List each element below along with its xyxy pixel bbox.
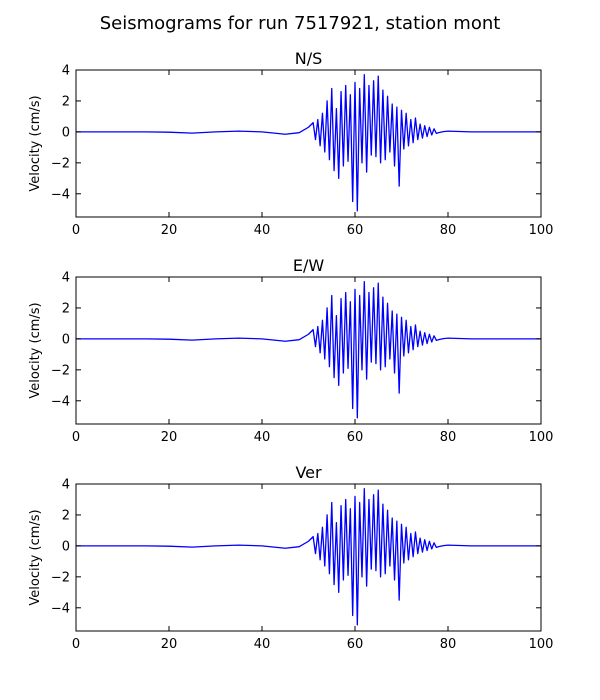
y-axis-label: Velocity (cm/s) (28, 302, 43, 398)
y-tick-label: 4 (62, 271, 70, 286)
x-tick-label: 60 (347, 430, 364, 445)
y-tick-label: 4 (62, 64, 70, 79)
series-line (76, 73, 541, 212)
x-tick-label: 40 (254, 637, 271, 652)
y-tick-label: 4 (62, 478, 70, 493)
y-tick-label: −4 (51, 187, 70, 202)
axes-frame (75, 69, 542, 218)
x-tick-label: 100 (529, 430, 554, 445)
y-tick-label: 0 (62, 539, 70, 554)
y-tick-label: 2 (62, 301, 70, 316)
y-tick-label: −4 (51, 394, 70, 409)
y-tick-label: 0 (62, 125, 70, 140)
series-line (76, 487, 541, 626)
x-tick-label: 20 (161, 430, 178, 445)
y-tick-label: −4 (51, 601, 70, 616)
panel-2: E/W Velocity (cm/s) 0 20 40 60 80 100 −4 −2 0 2 4 (28, 256, 553, 445)
y-tick-label: −2 (51, 156, 70, 171)
figure-suptitle: Seismograms for run 7517921, station mon… (100, 13, 501, 34)
panel-title: Ver (295, 463, 322, 482)
x-tick-label: 0 (72, 430, 80, 445)
panel-3: Ver Velocity (cm/s) 0 20 40 60 80 100 −4 −2 0 2 4 (28, 463, 553, 652)
y-tick-label: 0 (62, 332, 70, 347)
y-axis-label: Velocity (cm/s) (28, 95, 43, 191)
x-tick-label: 20 (161, 637, 178, 652)
axes-frame (75, 483, 542, 632)
x-tick-label: 80 (440, 430, 457, 445)
x-tick-label: 0 (72, 637, 80, 652)
y-tick-label: −2 (51, 570, 70, 585)
panel-title: E/W (293, 256, 325, 275)
x-tick-label: 80 (440, 223, 457, 238)
x-tick-label: 100 (529, 637, 554, 652)
x-tick-label: 40 (254, 223, 271, 238)
y-tick-label: 2 (62, 94, 70, 109)
x-tick-label: 100 (529, 223, 554, 238)
x-tick-label: 60 (347, 637, 364, 652)
series-line (76, 280, 541, 419)
x-tick-label: 40 (254, 430, 271, 445)
y-axis-label: Velocity (cm/s) (28, 509, 43, 605)
x-tick-label: 0 (72, 223, 80, 238)
x-tick-label: 60 (347, 223, 364, 238)
y-tick-label: 2 (62, 508, 70, 523)
panel-1: N/S Velocity (cm/s) 0 20 40 60 80 100 −4 −2 0 2 4 (28, 49, 553, 238)
panel-title: N/S (295, 49, 323, 68)
x-tick-label: 80 (440, 637, 457, 652)
axes-frame (75, 276, 542, 425)
y-tick-label: −2 (51, 363, 70, 378)
x-tick-label: 20 (161, 223, 178, 238)
